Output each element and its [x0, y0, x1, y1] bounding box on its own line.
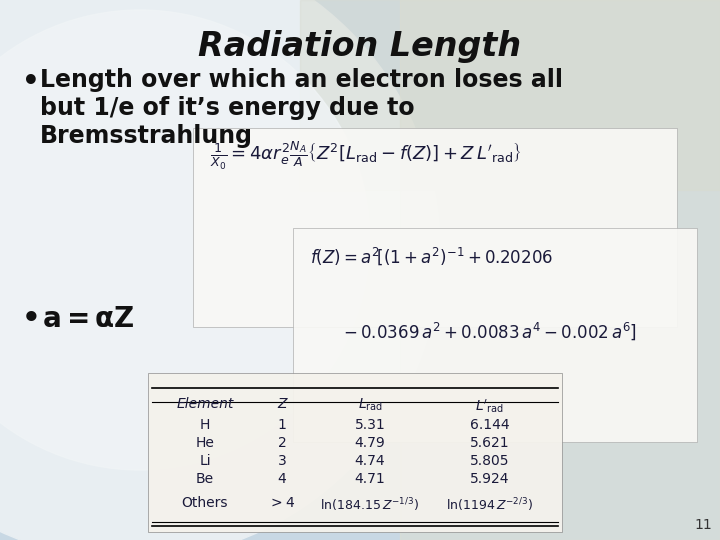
Text: •: • [22, 68, 40, 96]
Text: Be: Be [196, 472, 214, 486]
Text: $\left.-0.0369\,a^2+0.0083\,a^4-0.002\,a^6\right]$: $\left.-0.0369\,a^2+0.0083\,a^4-0.002\,a… [340, 320, 637, 342]
Text: $L'_{\rm rad}$: $L'_{\rm rad}$ [475, 397, 505, 415]
FancyBboxPatch shape [293, 228, 697, 442]
Text: 5.621: 5.621 [470, 436, 510, 450]
Text: Element: Element [176, 397, 234, 411]
Circle shape [0, 10, 370, 470]
Text: 4.79: 4.79 [355, 436, 385, 450]
Text: 5.805: 5.805 [470, 454, 510, 468]
Text: 4.71: 4.71 [355, 472, 385, 486]
Text: 2: 2 [278, 436, 287, 450]
Bar [400, 0, 720, 540]
Text: Radiation Length: Radiation Length [199, 30, 521, 63]
Bar [300, 0, 720, 190]
Text: Bremsstrahlung: Bremsstrahlung [40, 124, 253, 148]
Text: 4.74: 4.74 [355, 454, 385, 468]
Text: He: He [196, 436, 215, 450]
Text: 1: 1 [278, 418, 287, 432]
Text: but 1/e of it’s energy due to: but 1/e of it’s energy due to [40, 96, 415, 120]
Text: $>4$: $>4$ [269, 496, 295, 510]
Text: Li: Li [199, 454, 211, 468]
Text: 3: 3 [278, 454, 287, 468]
FancyBboxPatch shape [193, 128, 677, 327]
Text: 5.924: 5.924 [470, 472, 510, 486]
Text: $\ln(1194\,Z^{-2/3})$: $\ln(1194\,Z^{-2/3})$ [446, 496, 534, 514]
Text: H: H [200, 418, 210, 432]
Circle shape [0, 0, 440, 540]
Text: Z: Z [277, 397, 287, 411]
Text: Others: Others [181, 496, 228, 510]
Text: 6.144: 6.144 [470, 418, 510, 432]
Text: $L_{\rm rad}$: $L_{\rm rad}$ [358, 397, 382, 414]
Text: 11: 11 [694, 518, 712, 532]
Text: 5.31: 5.31 [355, 418, 385, 432]
Text: •: • [22, 305, 41, 333]
Text: 4: 4 [278, 472, 287, 486]
Text: $\bf{a=\alpha Z}$: $\bf{a=\alpha Z}$ [42, 305, 135, 333]
Text: $\frac{1}{X_0} = 4\alpha r_e^2\frac{N_A}{A}\left\{Z^2[L_{\rm rad}-f(Z)]+Z\,L'_{\: $\frac{1}{X_0} = 4\alpha r_e^2\frac{N_A}… [210, 140, 522, 172]
Text: $\ln(184.15\,Z^{-1/3})$: $\ln(184.15\,Z^{-1/3})$ [320, 496, 420, 514]
Text: $f(Z) = a^2\!\left[(1+a^2)^{-1}+0.20206\right.$: $f(Z) = a^2\!\left[(1+a^2)^{-1}+0.20206\… [310, 245, 553, 267]
FancyBboxPatch shape [148, 373, 562, 532]
Text: Length over which an electron loses all: Length over which an electron loses all [40, 68, 563, 92]
